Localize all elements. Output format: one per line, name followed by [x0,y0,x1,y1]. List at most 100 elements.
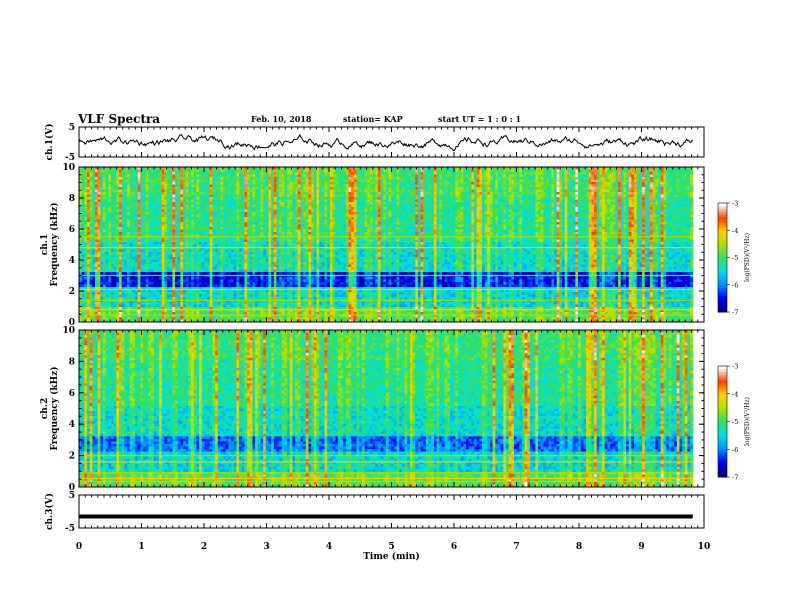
colorbar-step [718,298,727,302]
y-tick-label: 8 [69,357,75,367]
colorbar-step [718,393,727,398]
colorbar-step [718,410,727,414]
colorbar-step [718,382,727,386]
colorbar-step [718,268,727,272]
colorbar-step [718,454,727,459]
spectrogram-cells-1 [79,167,694,323]
colorbar-step [718,474,727,478]
colorbar-tick-label: -7 [732,309,738,317]
colorbar-step [718,402,727,406]
colorbar-step [718,404,727,409]
colorbar-step [718,443,727,447]
colorbar-step [718,449,727,453]
colorbar-label: log(PSD)(V²/Hz) [744,397,751,446]
colorbar-step [718,407,727,411]
colorbar-step [718,399,727,403]
colorbar-step [718,257,727,261]
colorbar-step [718,249,727,253]
y-tick-label: 6 [69,225,75,235]
colorbar-step [718,290,727,294]
colorbar-tick-label: -6 [732,281,738,289]
y-tick-label: 4 [69,256,75,266]
colorbar-step [718,211,727,215]
colorbar-step [718,273,727,278]
y-tick-label: 5 [69,123,75,133]
y-tick-label: 0 [69,483,75,493]
colorbar-step [718,213,727,218]
y-tick-label: 5 [69,491,75,501]
x-tick-label: 4 [326,542,332,552]
colorbar-step [718,295,727,299]
colorbar-step [718,452,727,456]
chart-title: VLF Spectra [78,112,160,126]
x-tick-label: 2 [201,542,207,552]
y-axis-label: ch.2 [40,398,50,419]
colorbar-tick-label: -5 [732,418,738,426]
ch1-trace [78,133,694,152]
colorbar-step [718,224,727,229]
colorbar-step [718,282,727,286]
x-tick-label: 7 [513,542,519,552]
y-axis-label: ch.1 [40,234,50,255]
colorbar-step [718,279,727,283]
colorbar-step [718,265,727,269]
colorbar-step [718,429,727,434]
y-tick-label: -5 [65,153,75,163]
colorbar-step [718,432,727,436]
colorbar-tick-label: -7 [732,474,738,482]
colorbar-step [718,252,727,256]
x-axis-label: Time (min) [363,551,420,562]
colorbar-step [718,440,727,445]
colorbar-step [718,379,727,384]
y-tick-label: 0 [69,318,75,328]
colorbar-step [718,262,727,267]
colorbar-step [718,284,727,288]
colorbar-step [718,260,727,264]
colorbar-step [718,243,727,248]
colorbar-step [718,457,727,461]
colorbar-step [718,368,727,373]
colorbar-step [718,271,727,275]
y-tick-label: 8 [69,194,75,204]
y-axis-label: ch.3(V) [44,493,55,530]
spectrogram-cells-2 [79,330,694,488]
colorbar-step [718,415,727,420]
colorbar-step [718,396,727,400]
colorbar-label: log(PSD)(V²/Hz) [744,233,751,282]
colorbar-step [718,390,727,395]
colorbar-tick-label: -3 [732,363,738,371]
colorbar-step [718,246,727,250]
colorbar-step [718,235,727,239]
colorbar-step [718,468,727,472]
colorbar-step [718,205,727,209]
y-tick-label: 10 [62,326,75,336]
x-tick-label: 3 [263,542,269,552]
colorbar-step [718,241,727,245]
colorbar [717,202,730,313]
y-axis-label: ch.1(V) [44,124,55,161]
colorbar-step [718,424,727,428]
colorbar-step [718,222,727,226]
colorbar-step [718,418,727,422]
colorbar-tick-label: -4 [732,227,738,235]
colorbar-step [718,254,727,259]
start-time-label: start UT = 1 : 0 : 1 [438,114,521,124]
colorbar-tick-label: -5 [732,254,738,262]
colorbar-step [718,465,727,470]
y-tick-label: 4 [69,420,75,430]
colorbar-step [718,232,727,237]
colorbar-step [718,427,727,431]
colorbar-step [718,303,727,308]
colorbar-tick-label: -4 [732,390,738,398]
colorbar-step [718,219,727,223]
colorbar-step [718,446,727,450]
colorbar-step [718,366,727,370]
colorbar-step [718,276,727,280]
colorbar-step [718,230,727,234]
x-tick-label: 8 [576,542,582,552]
x-tick-label: 5 [388,542,394,552]
colorbar-step [718,388,727,392]
colorbar-step [718,238,727,242]
x-tick-label: 10 [698,542,711,552]
